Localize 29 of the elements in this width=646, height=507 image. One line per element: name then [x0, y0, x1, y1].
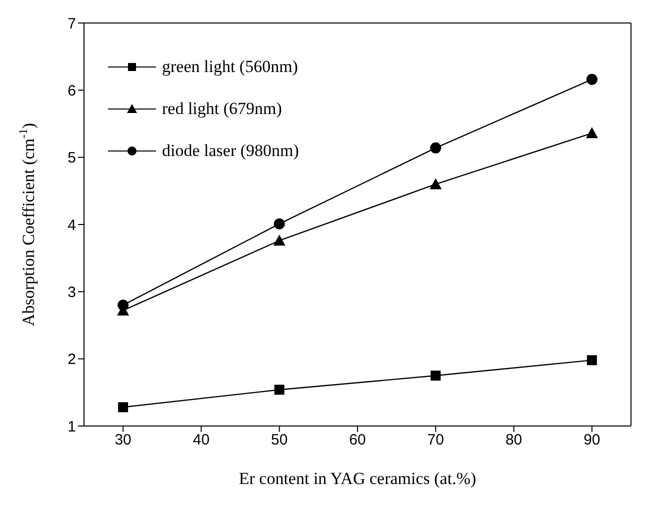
y-tick-label: 3	[68, 284, 76, 301]
y-tick-label: 7	[68, 15, 76, 32]
x-tick-label: 30	[114, 432, 132, 449]
x-axis-title: Er content in YAG ceramics (at.%)	[238, 469, 476, 488]
x-tick-label: 40	[192, 432, 210, 449]
y-tick-label: 4	[68, 216, 76, 234]
y-tick-label: 1	[68, 418, 76, 436]
x-tick-label: 90	[584, 432, 600, 449]
point	[274, 384, 284, 395]
x-tick-label: 70	[427, 432, 444, 449]
point	[586, 74, 598, 85]
x-tick-label: 60	[349, 432, 366, 449]
point	[430, 370, 441, 381]
legend-label: red light (679nm)	[162, 99, 282, 119]
y-tick-label: 6	[68, 82, 76, 100]
point	[118, 402, 128, 412]
point	[273, 234, 286, 246]
point	[586, 355, 597, 366]
point	[430, 142, 442, 154]
y-tick-label: 5	[68, 150, 76, 167]
y-tick-label: 2	[68, 351, 76, 368]
point	[586, 127, 598, 138]
legend-label: green light (560nm)	[162, 57, 298, 77]
legend-label: diode laser (980nm)	[162, 141, 299, 161]
x-tick-label: 50	[271, 432, 288, 449]
point	[430, 178, 442, 190]
point	[118, 300, 129, 311]
x-tick-label: 80	[505, 432, 522, 449]
point	[274, 218, 285, 230]
